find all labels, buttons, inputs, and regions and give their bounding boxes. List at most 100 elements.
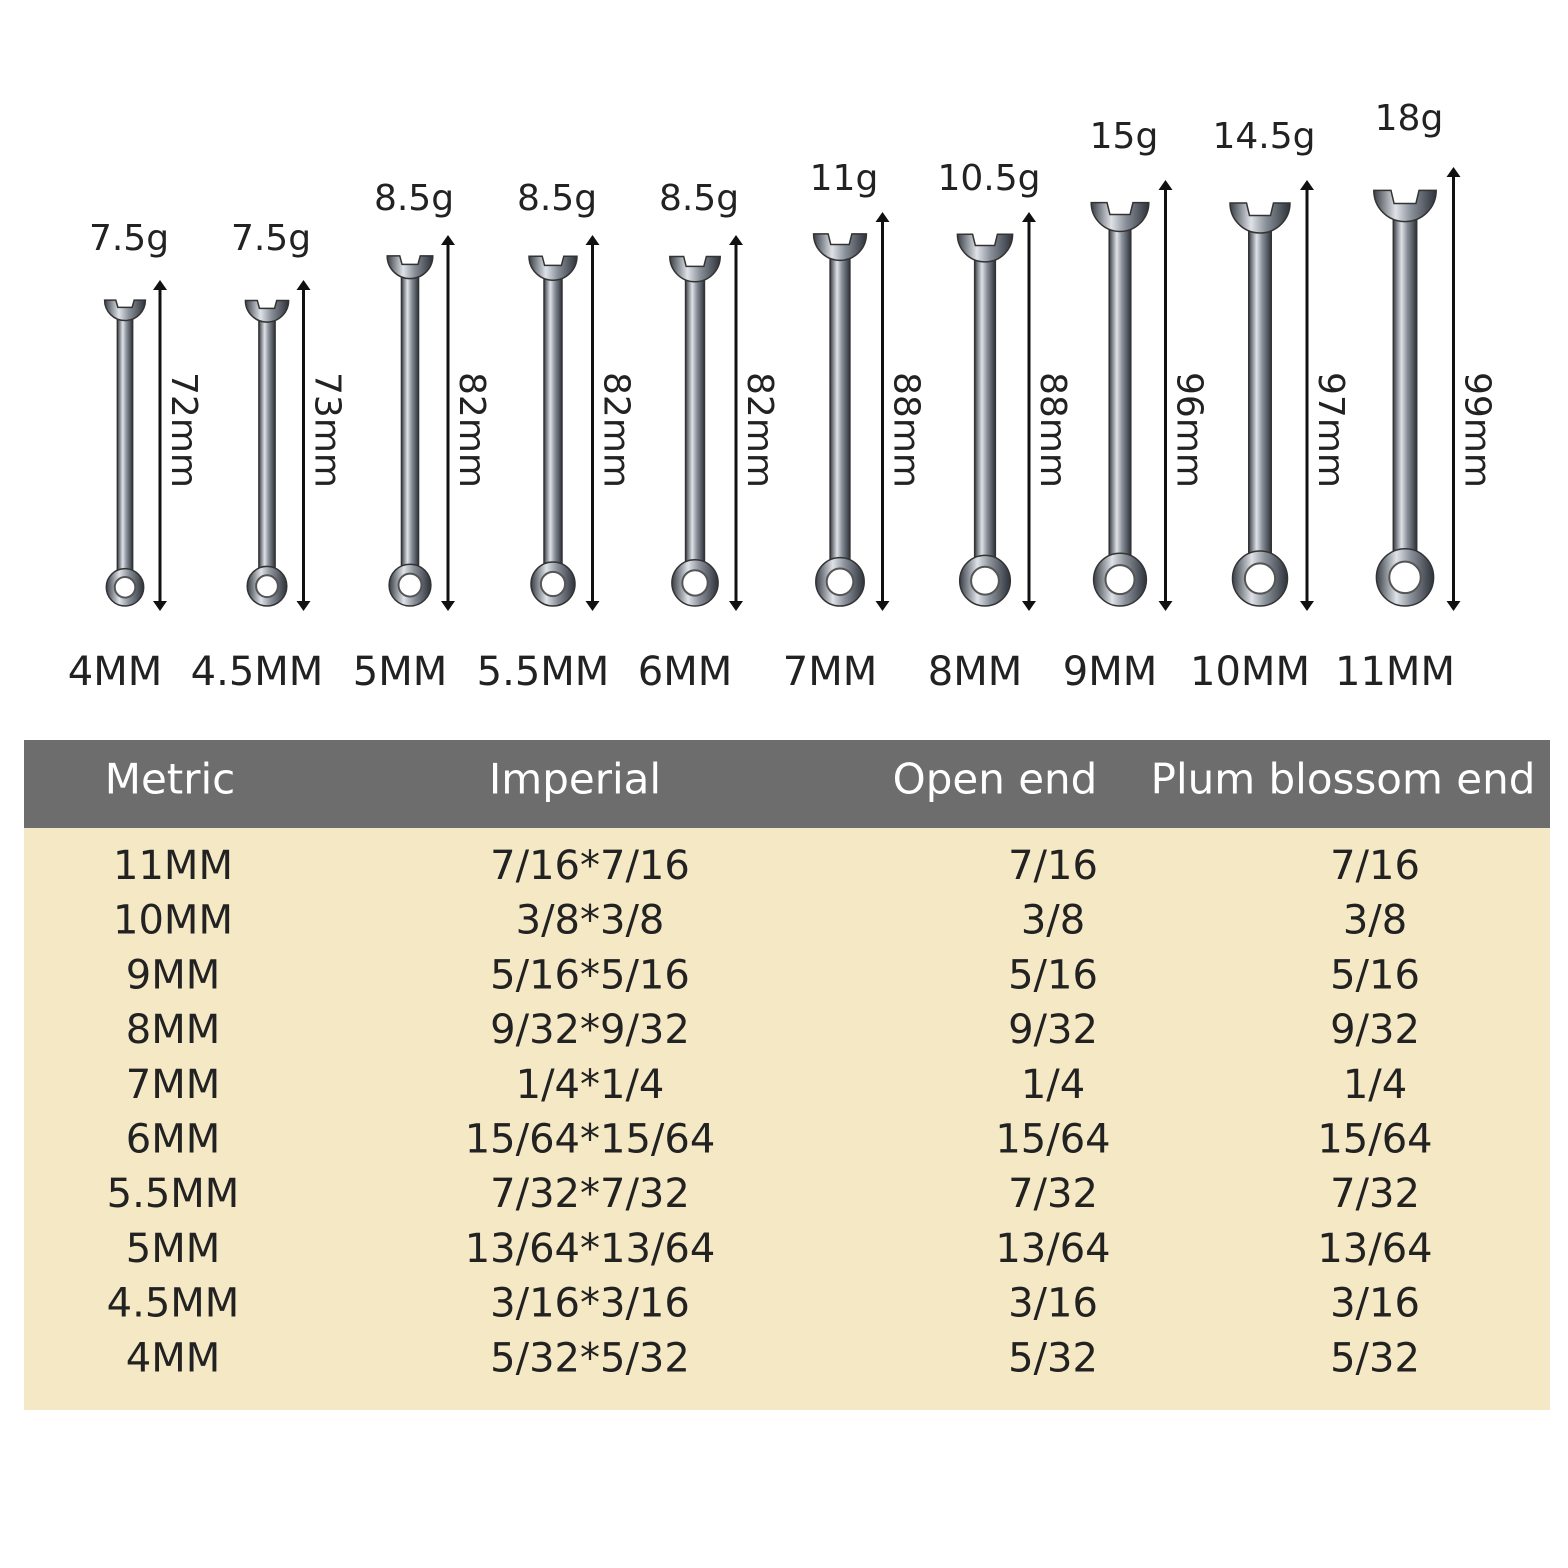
table-cell: 9/32*9/32 — [490, 1007, 690, 1053]
wrench-ring-hole — [681, 569, 709, 597]
wrench-ring-hole — [825, 567, 855, 597]
table-cell: 9MM — [126, 952, 220, 998]
wrench-length: 82mm — [451, 372, 492, 488]
wrench-size: 5MM — [353, 649, 447, 695]
wrench-size: 11MM — [1335, 649, 1455, 695]
wrench-ring-hole — [1104, 564, 1136, 596]
wrench-length: 97mm — [1310, 372, 1351, 488]
table-cell: 1/4 — [1343, 1062, 1407, 1108]
wrench — [956, 233, 1014, 607]
wrench-open-end — [1229, 202, 1291, 234]
table-body-band — [24, 828, 1550, 1410]
wrench-length: 73mm — [307, 372, 348, 488]
wrench-ring-hole — [1388, 560, 1422, 595]
wrench-length: 96mm — [1169, 372, 1210, 488]
table-cell: 5/32 — [1330, 1335, 1420, 1381]
table-cell: 8MM — [126, 1007, 220, 1053]
table-cell: 11MM — [113, 843, 233, 889]
wrench-weight: 7.5g — [89, 218, 169, 259]
wrench-handle — [116, 309, 134, 589]
table-cell: 5.5MM — [107, 1171, 240, 1217]
wrench-size: 9MM — [1063, 649, 1157, 695]
wrench-handle — [1392, 207, 1418, 579]
wrench-size: 4.5MM — [191, 649, 324, 695]
table-cell: 7/16 — [1330, 843, 1420, 889]
table-cell: 3/16 — [1330, 1281, 1420, 1327]
table-cell: 6MM — [126, 1117, 220, 1163]
table-cell: 4MM — [126, 1335, 220, 1381]
wrench-open-end — [244, 299, 290, 323]
table-header-band — [24, 740, 1550, 828]
wrench-open-end — [669, 255, 721, 283]
wrench-weight: 8.5g — [517, 178, 597, 219]
table-cell: 5MM — [126, 1226, 220, 1272]
wrench-open-end — [812, 233, 868, 262]
table-cell: 5/16*5/16 — [490, 952, 690, 998]
table-cell: 5/32 — [1008, 1335, 1098, 1381]
wrench-handle — [1108, 218, 1132, 581]
wrench — [1090, 201, 1150, 607]
wrench — [1229, 202, 1291, 607]
table-cell: 15/64 — [1317, 1117, 1432, 1163]
table-header-cell: Imperial — [489, 755, 661, 804]
table-cell: 7/16*7/16 — [490, 843, 690, 889]
wrench-size: 4MM — [68, 649, 162, 695]
wrench — [528, 255, 578, 607]
wrench — [244, 299, 290, 607]
wrench-weight: 15g — [1090, 116, 1159, 157]
wrench-ring-hole — [970, 565, 1000, 596]
wrench-handle — [684, 269, 706, 584]
wrench-ring-hole — [255, 574, 279, 599]
wrench-size: 6MM — [638, 649, 732, 695]
table-header-cell: Metric — [105, 755, 236, 804]
wrench — [103, 299, 147, 607]
table-cell: 3/16*3/16 — [490, 1281, 690, 1327]
table-cell: 13/64*13/64 — [465, 1226, 716, 1272]
wrench-size: 10MM — [1190, 649, 1310, 695]
wrench-weight: 8.5g — [659, 178, 739, 219]
table-cell: 5/16 — [1008, 952, 1098, 998]
table-cell: 7MM — [126, 1062, 220, 1108]
wrench-ring-hole — [397, 572, 423, 598]
wrench-ring-hole — [113, 576, 137, 599]
table-cell: 15/64*15/64 — [465, 1117, 716, 1163]
table-header-cell: Plum blossom end — [1151, 755, 1536, 804]
wrench-handle — [543, 268, 563, 585]
table-cell: 9/32 — [1008, 1007, 1098, 1053]
wrench — [1373, 189, 1437, 607]
wrench-handle — [400, 267, 420, 586]
wrench-open-end — [386, 255, 434, 280]
table-cell: 7/32*7/32 — [490, 1171, 690, 1217]
table-cell: 9/32 — [1330, 1007, 1420, 1053]
table-header-cell: Open end — [893, 755, 1098, 804]
table-cell: 15/64 — [995, 1117, 1110, 1163]
wrench — [669, 255, 721, 607]
table-cell: 7/16 — [1008, 843, 1098, 889]
wrench — [812, 233, 868, 607]
wrench — [386, 255, 434, 607]
table-cell: 3/8 — [1021, 898, 1085, 944]
table-cell: 5/32*5/32 — [490, 1335, 690, 1381]
table-cell: 5/16 — [1330, 952, 1420, 998]
table-cell: 3/8*3/8 — [516, 898, 665, 944]
wrench-size: 5.5MM — [477, 649, 610, 695]
wrench-length: 72mm — [163, 372, 204, 488]
wrench-handle — [258, 310, 276, 587]
table-cell: 13/64 — [995, 1226, 1110, 1272]
wrench-length: 82mm — [739, 372, 780, 488]
table-cell: 1/4 — [1021, 1062, 1085, 1108]
table-cell: 10MM — [113, 898, 233, 944]
wrench-weight: 18g — [1375, 98, 1444, 139]
wrench-weight: 7.5g — [231, 218, 311, 259]
wrench-open-end — [956, 233, 1014, 263]
table-cell: 3/8 — [1343, 898, 1407, 944]
wrench-open-end — [1373, 189, 1437, 223]
wrench-handle — [829, 247, 851, 583]
table-cell: 4.5MM — [107, 1281, 240, 1327]
wrench-open-end — [1090, 201, 1150, 233]
wrench-ring-hole — [1243, 562, 1277, 595]
table-cell: 7/32 — [1008, 1171, 1098, 1217]
wrench-length: 82mm — [596, 372, 637, 488]
wrench-size: 8MM — [928, 649, 1022, 695]
